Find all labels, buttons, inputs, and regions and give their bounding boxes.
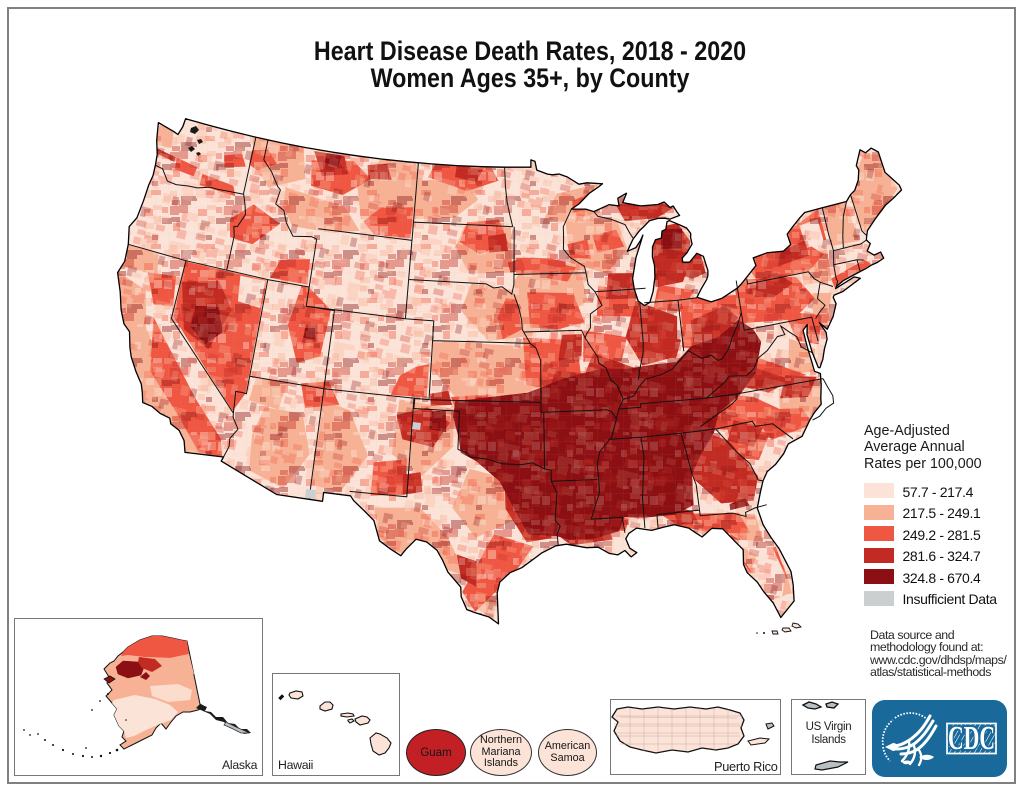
svg-text:CDC: CDC	[948, 720, 995, 757]
svg-text:CDC: CDC	[948, 720, 995, 757]
